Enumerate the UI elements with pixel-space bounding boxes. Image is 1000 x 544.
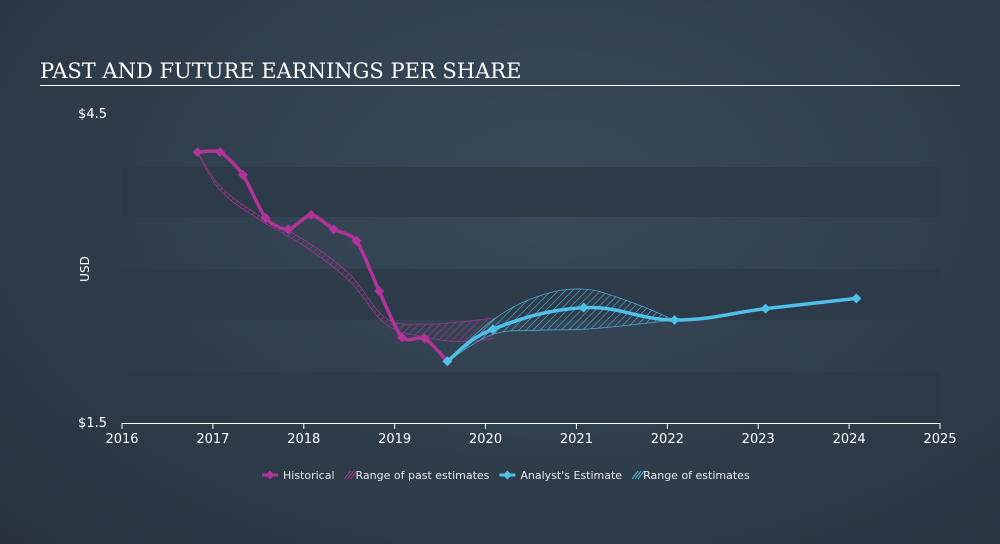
x-tick-label: 2016 — [105, 432, 138, 447]
historical-point — [306, 209, 317, 220]
historical-point — [374, 286, 385, 297]
historical-point — [419, 333, 430, 344]
legend-label: Range of estimates — [643, 469, 750, 482]
legend-label: Analyst's Estimate — [520, 469, 622, 482]
plot-bands — [122, 167, 940, 423]
historical-point — [237, 169, 248, 180]
x-tick-label: 2020 — [469, 432, 502, 447]
future-estimate-range-lower — [447, 319, 675, 362]
legend-label: Historical — [283, 469, 335, 482]
legend-swatch-hatch — [637, 470, 645, 480]
y-tick-label: $4.5 — [78, 107, 107, 122]
estimate-point — [487, 324, 498, 335]
estimate-point — [760, 303, 771, 314]
chart-title: PAST AND FUTURE EARNINGS PER SHARE — [40, 59, 521, 83]
x-tick-label: 2022 — [651, 432, 684, 447]
x-tick-label: 2023 — [742, 432, 775, 447]
legend-label: Range of past estimates — [356, 469, 490, 482]
past-estimate-range-fill — [197, 152, 495, 342]
historical-point — [328, 224, 339, 235]
past-estimate-range-upper — [197, 151, 495, 325]
legend-swatch-hatch — [344, 470, 351, 480]
x-tick-label: 2018 — [287, 432, 320, 447]
estimate-point — [851, 293, 862, 304]
historical-point — [192, 147, 203, 158]
legend-swatch-hatch — [347, 470, 354, 480]
x-tick-label: 2025 — [923, 432, 956, 447]
estimate-point — [669, 315, 680, 325]
legend-swatch-hatch — [631, 470, 639, 480]
legend-swatch-marker — [265, 470, 275, 480]
x-tick-label: 2021 — [560, 432, 593, 447]
estimate-ranges — [197, 151, 675, 362]
y-tick-label: $1.5 — [78, 416, 107, 431]
x-tick-label: 2017 — [196, 432, 229, 447]
x-tick-label: 2024 — [833, 432, 866, 447]
past-estimate-range-lower — [197, 151, 495, 343]
estimate-point — [578, 302, 589, 313]
y-axis-label: USD — [78, 256, 92, 282]
historical-point — [396, 332, 407, 343]
legend-swatch-hatch — [634, 470, 642, 480]
future-estimate-range-upper — [447, 288, 675, 362]
historical-point — [351, 235, 362, 246]
plot-band — [122, 372, 940, 423]
legend-swatch-hatch — [350, 470, 357, 480]
future-estimate-range-fill — [447, 288, 675, 362]
y-axis: $4.5 $1.5 USD — [78, 107, 107, 431]
series-lines — [192, 147, 862, 367]
historical-point — [283, 224, 294, 235]
historical-point — [215, 147, 226, 158]
x-axis: 2016 2017 2018 2019 2020 2021 2022 2023 2024 2025 — [105, 423, 957, 447]
historical-point — [260, 213, 271, 224]
x-tick-label: 2019 — [378, 432, 411, 447]
chart-legend: Historical Range of past estimates Analyst… — [262, 469, 750, 482]
legend-swatch-marker — [502, 470, 512, 480]
estimate-point — [442, 356, 453, 367]
